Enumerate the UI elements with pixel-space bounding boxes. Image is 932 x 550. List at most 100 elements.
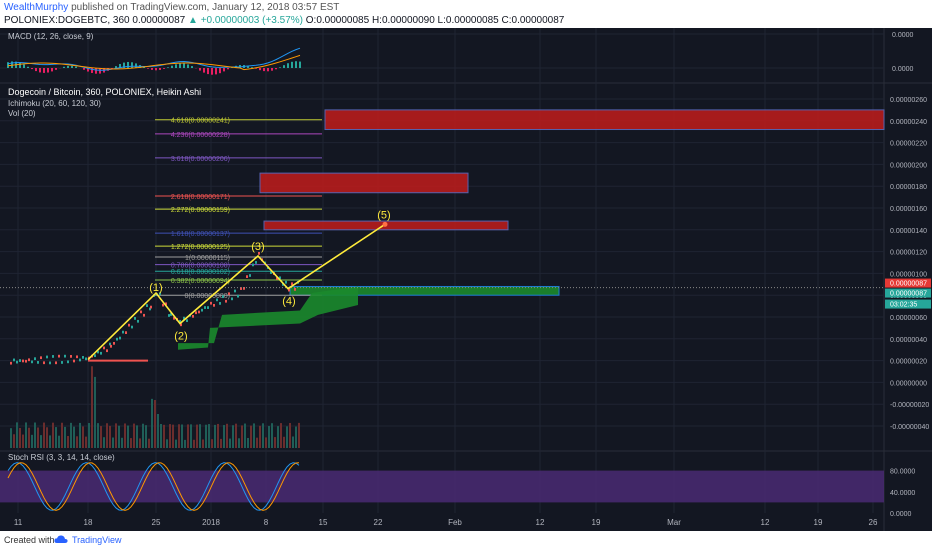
price-candle <box>85 357 87 361</box>
price-candle <box>195 311 197 315</box>
volume-bar <box>169 424 171 448</box>
price-candle <box>113 342 115 345</box>
price-axis-label: 0.00000120 <box>890 250 927 257</box>
fib-level-label: 2.618(0.00000171) <box>171 194 230 201</box>
volume-bar <box>22 434 24 448</box>
price-axis-label: 0.00000260 <box>890 97 927 104</box>
volume-bar <box>271 423 273 448</box>
price-axis-label: 0.00000020 <box>890 359 927 366</box>
price-axis-label: 0.00000200 <box>890 162 927 169</box>
price-badge <box>885 278 931 288</box>
price-candle <box>76 355 78 359</box>
volume-bar <box>79 422 81 448</box>
price-axis-label: 0.00000060 <box>890 315 927 322</box>
volume-bar <box>106 423 108 448</box>
volume-bar <box>268 425 270 448</box>
volume-bar <box>67 436 69 448</box>
price-badge <box>885 288 931 298</box>
chart-canvas[interactable]: 11 18 25 2018 8 15 22 Feb 12 19 Mar 12 19 26 0.0000026… <box>0 28 932 531</box>
price-candle <box>103 346 105 350</box>
tradingview-cloud-icon <box>54 535 68 543</box>
time-axis-label: 12 <box>536 518 545 527</box>
volume-bar <box>58 435 60 448</box>
time-axis-label: 18 <box>84 518 93 527</box>
volume-bar <box>292 436 294 448</box>
volume-bar <box>217 423 219 448</box>
price-candle <box>16 360 18 364</box>
price-candle <box>149 307 151 311</box>
wave-label: (3) <box>251 241 264 253</box>
time-axis-label: 26 <box>869 518 878 527</box>
macd-axis-label: 0.0000 <box>892 66 914 73</box>
ohlc-values: O:0.00000085 H:0.00000090 L:0.00000085 C… <box>305 15 565 26</box>
volume-bar <box>244 423 246 448</box>
price-candle <box>82 356 84 359</box>
volume-bar <box>28 427 30 448</box>
price-candle <box>246 275 248 278</box>
publish-line: WealthMurphy published on TradingView.co… <box>4 2 339 13</box>
price-candle <box>201 308 203 312</box>
volume-bar <box>127 425 129 448</box>
price-candle <box>13 358 15 362</box>
price-axis-label: -0.00000040 <box>890 424 929 431</box>
volume-bar <box>88 423 90 448</box>
tradingview-brand-link[interactable]: TradingView <box>72 535 122 545</box>
footer: Created with TradingView <box>0 531 932 550</box>
volume-bar <box>172 424 174 448</box>
volume-bar <box>283 436 285 448</box>
price-candle <box>140 310 142 314</box>
price-candle <box>52 355 54 358</box>
price-candle <box>270 271 272 274</box>
wave-endpoint <box>382 221 388 227</box>
volume-bar <box>289 422 291 448</box>
chart-svg[interactable]: 11 18 25 2018 8 15 22 Feb 12 19 Mar 12 19 26 0.0000026… <box>0 28 932 531</box>
price-candle <box>100 351 102 355</box>
price-axis-label: 0.00000220 <box>890 141 927 148</box>
price-candle <box>10 361 12 365</box>
fib-level-label: 3.618(0.00000206) <box>171 156 230 163</box>
price-candle <box>97 350 99 354</box>
volume-bar <box>208 424 210 448</box>
fib-level-label: 0(0.00000080) <box>184 293 230 300</box>
volume-bar <box>64 426 66 448</box>
volume-bar <box>112 437 114 448</box>
volume-bar <box>31 434 33 448</box>
price-candle <box>70 355 72 358</box>
price-candle <box>106 349 108 353</box>
volume-bar <box>238 438 240 448</box>
main-title: Dogecoin / Bitcoin, 360, POLONIEX, Heiki… <box>8 87 202 97</box>
price-candle <box>252 263 254 267</box>
vol-legend[interactable]: Vol (20) <box>8 109 36 118</box>
price-candle <box>234 289 236 293</box>
time-axis-label: 8 <box>264 518 269 527</box>
volume-bar <box>160 423 162 448</box>
price-candle <box>79 358 81 362</box>
volume-bar <box>295 426 297 448</box>
author-link[interactable]: WealthMurphy <box>4 2 69 13</box>
last-price: 0.00000087 <box>132 15 186 26</box>
price-badge <box>885 299 931 309</box>
price-badge-label: 0.00000087 <box>890 281 927 288</box>
stoch-legend[interactable]: Stoch RSI (3, 3, 14, 14, close) <box>8 453 115 462</box>
volume-bar <box>232 425 234 448</box>
volume-bar <box>118 425 120 448</box>
price-candle <box>222 295 224 299</box>
volume-bar <box>130 438 132 448</box>
stoch-axis-label: 40.0000 <box>890 490 915 497</box>
price-candle <box>288 288 290 292</box>
price-candle <box>276 277 278 280</box>
symbol-label[interactable]: POLONIEX:DOGEBTC, 360 <box>4 15 130 26</box>
volume-bar <box>286 426 288 448</box>
price-candle <box>198 310 200 314</box>
ichimoku-legend[interactable]: Ichimoku (20, 60, 120, 30) <box>8 99 101 108</box>
macd-legend[interactable]: MACD (12, 26, close, 9) <box>8 32 94 41</box>
price-candle <box>279 276 281 280</box>
created-with-label: Created with <box>4 535 55 545</box>
price-candle <box>282 283 284 286</box>
stoch-d-line <box>7 462 300 511</box>
price-badge-label: 0.00000087 <box>890 291 927 298</box>
macd-line <box>7 47 301 71</box>
wave-label: (4) <box>282 296 295 308</box>
volume-bar <box>109 425 111 448</box>
volume-bar <box>196 424 198 448</box>
